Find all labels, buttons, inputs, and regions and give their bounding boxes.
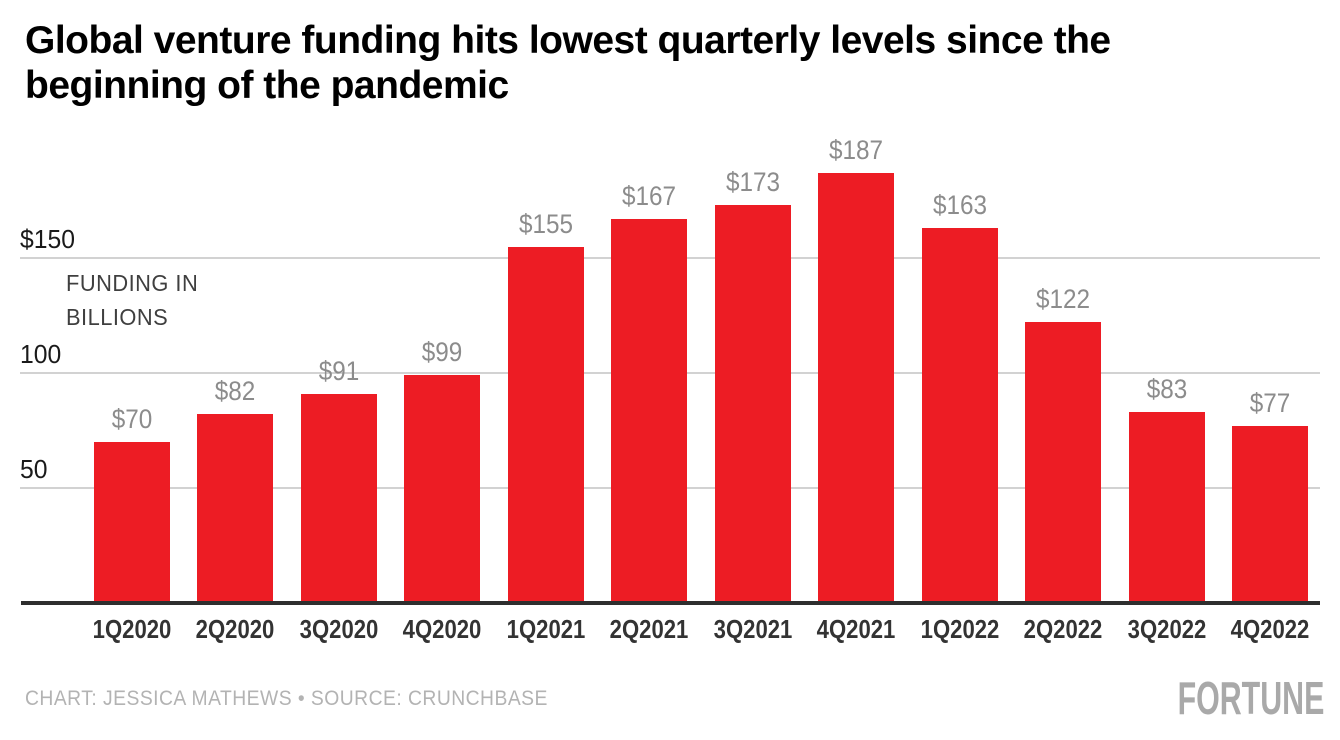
bar-4Q2022 — [1231, 425, 1308, 603]
bar-1Q2021 — [507, 246, 584, 603]
annotation-line2: BILLIONS — [66, 304, 169, 330]
x-axis-label: 3Q2021 — [713, 614, 793, 644]
x-axis-label: 3Q2020 — [299, 614, 379, 644]
bar-value-label: $82 — [215, 376, 256, 407]
x-axis-label: 4Q2020 — [403, 614, 482, 644]
x-axis-label: 1Q2021 — [506, 614, 586, 644]
bar-2Q2020 — [197, 414, 274, 603]
chart-title-line1: Global venture funding hits lowest quart… — [25, 19, 1111, 62]
x-axis-label: 2Q2020 — [196, 614, 275, 644]
annotation-line1: FUNDING IN — [66, 270, 199, 296]
y-axis-tick-label: 50 — [20, 454, 48, 484]
bar-value-label: $91 — [318, 355, 360, 386]
bar-4Q2021 — [818, 172, 895, 603]
x-axis-baseline — [21, 601, 1320, 605]
bar-4Q2020 — [404, 375, 481, 603]
bar-value-label: $187 — [829, 134, 884, 165]
bar-value-label: $163 — [932, 190, 987, 221]
bar-3Q2021 — [714, 205, 791, 603]
bar-value-label: $122 — [1036, 284, 1091, 315]
bar-value-label: $155 — [518, 208, 573, 239]
bar-2Q2022 — [1025, 322, 1102, 603]
x-axis-label: 2Q2021 — [609, 614, 689, 644]
bar-value-label: $83 — [1146, 374, 1187, 405]
y-axis-tick-label: 100 — [20, 339, 62, 369]
funding-in-billions-annotation: FUNDING IN BILLIONS — [66, 266, 198, 334]
x-axis-label: 1Q2022 — [920, 614, 999, 644]
chart-title: Global venture funding hits lowest quart… — [25, 18, 1325, 108]
bar-3Q2020 — [300, 393, 377, 603]
bar-1Q2022 — [921, 228, 998, 603]
x-axis-label: 4Q2022 — [1230, 614, 1310, 644]
bar-value-label: $77 — [1249, 387, 1291, 418]
x-axis-label: 2Q2022 — [1023, 614, 1103, 644]
x-axis-label: 3Q2022 — [1127, 614, 1206, 644]
bar-value-label: $173 — [725, 167, 780, 198]
bar-value-label: $167 — [622, 180, 677, 211]
bar-3Q2022 — [1128, 412, 1205, 603]
fortune-logo: FORTUNE — [1177, 672, 1324, 724]
bar-1Q2020 — [94, 442, 170, 603]
bar-2Q2021 — [611, 218, 688, 603]
bar-value-label: $99 — [422, 337, 463, 368]
bar-value-label: $70 — [111, 404, 153, 434]
x-axis-label: 1Q2020 — [92, 614, 172, 644]
x-axis-label: 4Q2021 — [816, 614, 896, 644]
credit-line: CHART: JESSICA MATHEWS • SOURCE: CRUNCHB… — [25, 687, 548, 710]
chart-title-line2: beginning of the pandemic — [25, 64, 509, 107]
y-axis-tick-label: $150 — [20, 224, 75, 254]
